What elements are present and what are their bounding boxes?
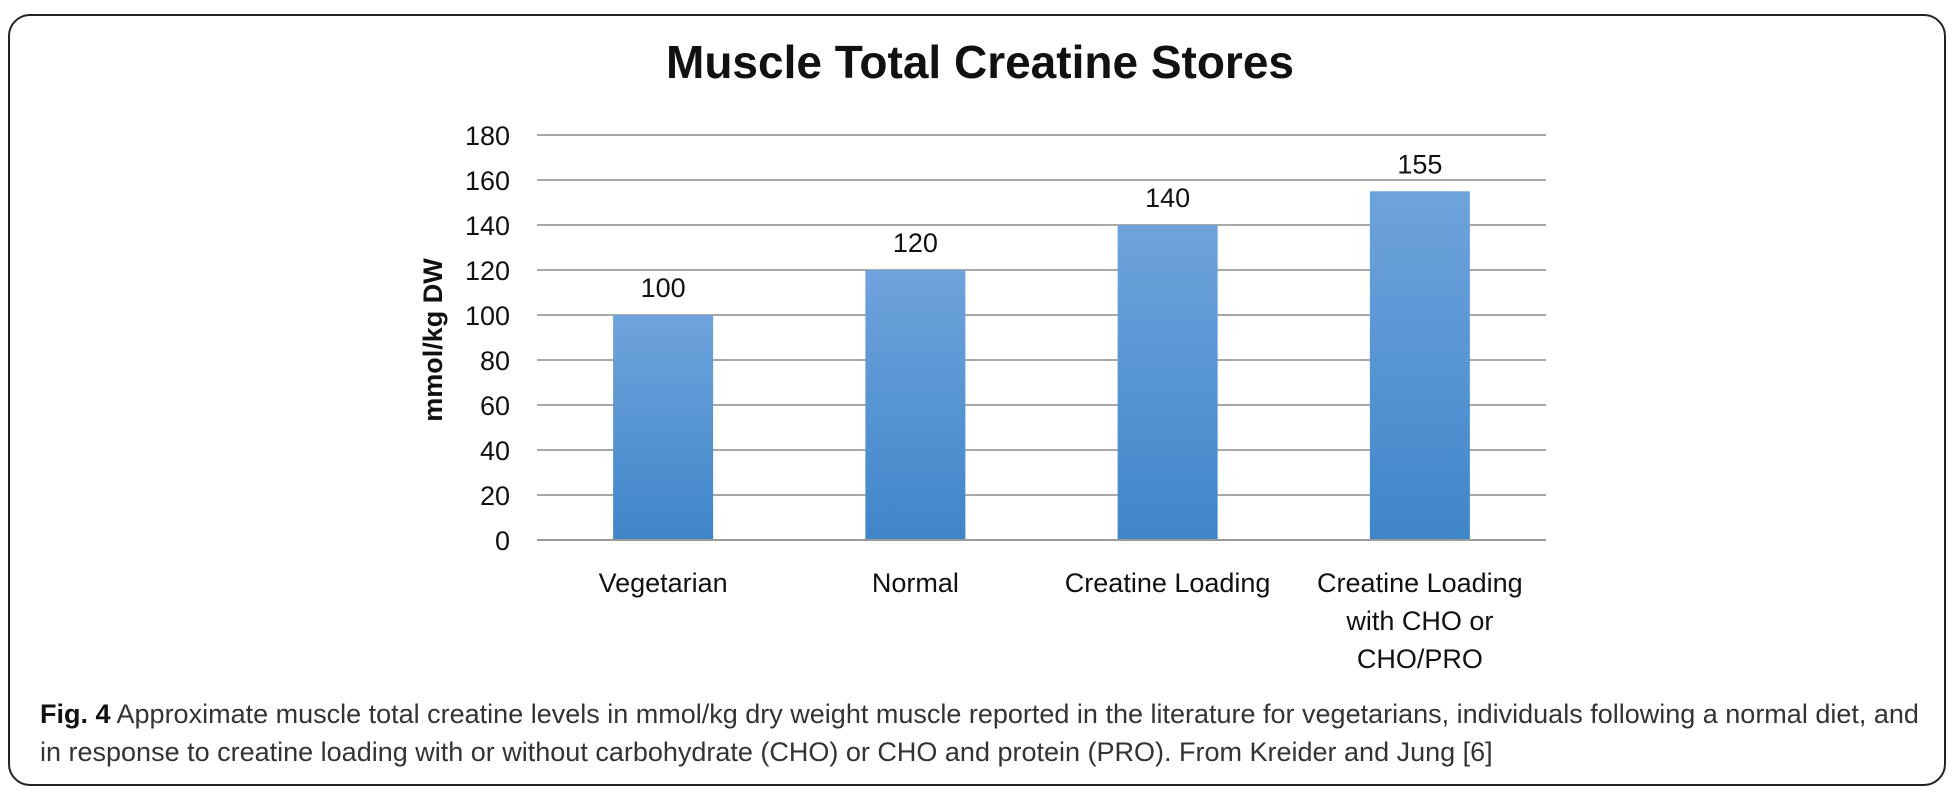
caption-text: Approximate muscle total creatine levels… xyxy=(40,699,1919,767)
data-labels: 100 120 140 155 xyxy=(641,149,1443,303)
bar xyxy=(613,315,714,540)
y-tick-label: 40 xyxy=(480,436,510,466)
data-label: 100 xyxy=(641,273,686,303)
figure-caption: Fig. 4 Approximate muscle total creatine… xyxy=(40,695,1920,771)
y-tick-label: 20 xyxy=(480,481,510,511)
x-tick-label: Creatine Loading xyxy=(1065,568,1271,598)
bars xyxy=(613,191,1470,540)
y-tick-label: 0 xyxy=(495,526,510,556)
chart-title: Muscle Total Creatine Stores xyxy=(666,36,1294,88)
data-label: 140 xyxy=(1145,183,1190,213)
y-axis-label: mmol/kg DW xyxy=(418,258,448,422)
x-tick-label: Creatine Loading with CHO or CHO/PRO xyxy=(1317,568,1523,674)
figure-frame xyxy=(8,14,1946,786)
x-tick-label: Normal xyxy=(872,568,959,598)
figure-label: Fig. 4 xyxy=(40,699,111,729)
y-tick-label: 100 xyxy=(465,301,510,331)
y-tick-label: 180 xyxy=(465,121,510,151)
x-tick-labels: Vegetarian Normal Creatine Loading Creatine… xyxy=(599,568,1523,674)
y-tick-label: 160 xyxy=(465,166,510,196)
y-tick-label: 120 xyxy=(465,256,510,286)
bar xyxy=(865,270,966,540)
bar-chart: Muscle Total Creatine Stores mmol/kg DW … xyxy=(418,36,1546,674)
bar xyxy=(1117,225,1218,540)
data-label: 120 xyxy=(893,228,938,258)
x-tick-label: Vegetarian xyxy=(599,568,728,598)
data-label: 155 xyxy=(1397,149,1442,179)
y-tick-label: 80 xyxy=(480,346,510,376)
bar xyxy=(1369,191,1470,540)
y-tick-label: 60 xyxy=(480,391,510,421)
y-tick-labels: 0 20 40 60 80 100 120 140 160 180 xyxy=(465,121,510,556)
y-tick-label: 140 xyxy=(465,211,510,241)
